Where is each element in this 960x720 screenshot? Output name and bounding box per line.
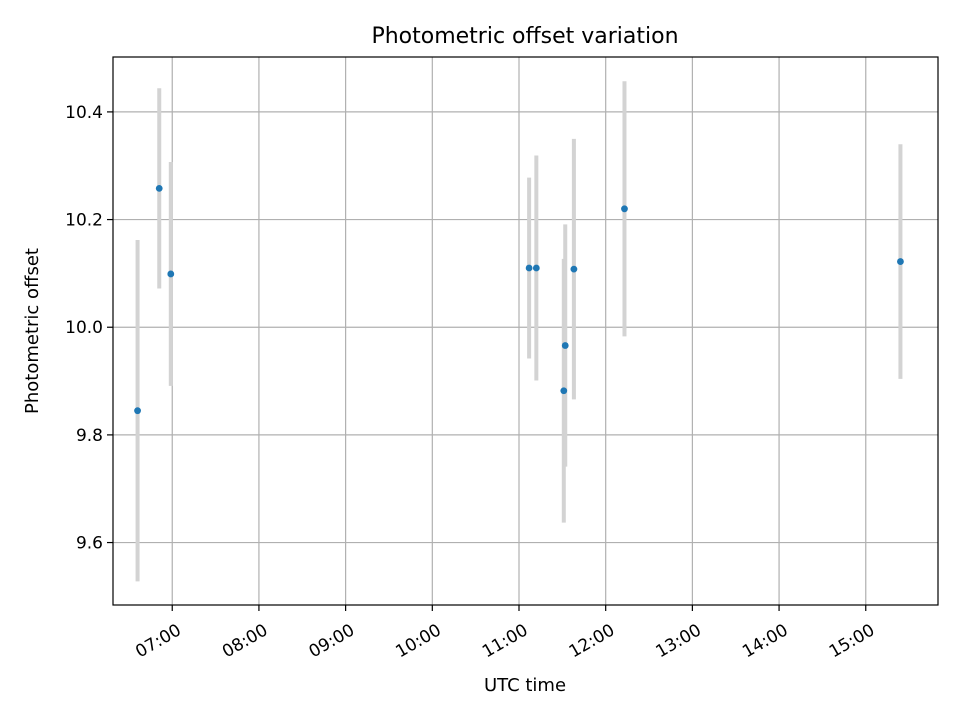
plot-frame	[112, 56, 939, 606]
grid	[113, 57, 938, 605]
data-point	[560, 387, 568, 395]
data-point	[134, 407, 141, 415]
data-point	[561, 342, 569, 349]
data-point	[525, 264, 533, 272]
y-tick-label: 10.2	[65, 211, 103, 231]
data-points	[134, 184, 904, 415]
y-tick-label: 9.8	[76, 426, 103, 446]
data-point	[621, 205, 628, 213]
data-point	[155, 184, 163, 192]
data-point	[897, 258, 904, 265]
data-point	[167, 270, 175, 278]
y-tick-label: 10.4	[65, 103, 103, 123]
y-tick-label: 9.6	[76, 534, 103, 554]
data-point	[532, 264, 540, 272]
y-axis-label: Photometric offset	[22, 248, 43, 414]
x-axis-label: UTC time	[484, 675, 566, 696]
y-tick-label: 10.0	[65, 318, 103, 338]
chart-title: Photometric offset variation	[371, 24, 678, 49]
data-point	[570, 265, 578, 273]
